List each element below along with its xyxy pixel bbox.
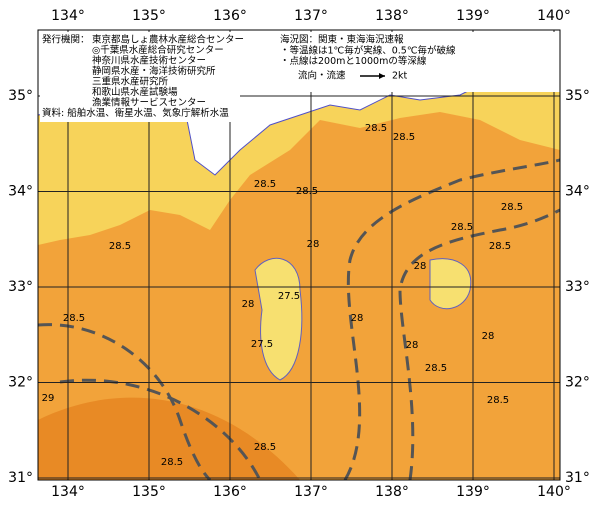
contour-label: 28.5 (296, 186, 318, 197)
lat-label: 31° (8, 470, 33, 486)
contour-label: 28.5 (489, 241, 511, 252)
contour-label: 28.5 (501, 202, 523, 213)
lon-label: 134° (51, 8, 85, 24)
lat-label: 35° (8, 88, 33, 104)
contour-label: 28 (242, 299, 255, 310)
contour-label: 28.5 (365, 123, 387, 134)
lon-label: 135° (132, 484, 166, 500)
legend-arrowhead (379, 73, 385, 79)
publisher: 和歌山県水産試験場 (92, 86, 178, 98)
contour-label: 28 (414, 261, 427, 272)
lon-label: 137° (294, 484, 328, 500)
map-title: 海況図：関東・東海海況速報 (280, 34, 404, 46)
publisher: ◎千葉県水産総合研究センター (92, 44, 224, 56)
contour-label: 28.5 (425, 363, 447, 374)
lon-label: 139° (456, 484, 490, 500)
publisher: 漁業情報サービスセンター (92, 97, 206, 109)
contour-label: 28 (351, 313, 364, 324)
lon-label: 138° (375, 484, 409, 500)
lon-label: 136° (213, 484, 247, 500)
publisher: 神奈川県水産技術センター (92, 55, 206, 67)
contour-label: 28.5 (451, 222, 473, 233)
lat-label: 32° (565, 375, 590, 391)
lat-label: 33° (565, 279, 590, 295)
publisher: 三重県水産研究所 (92, 76, 169, 88)
warm-area (38, 397, 300, 480)
contour-label: 29 (42, 393, 55, 404)
publisher: 静岡県水産・海洋技術研究所 (92, 65, 216, 77)
lon-label: 140° (537, 8, 571, 24)
contour-label: 28 (307, 239, 320, 250)
lon-label: 139° (456, 8, 490, 24)
lat-label: 31° (565, 470, 590, 486)
info-box (275, 32, 560, 92)
info-box (40, 32, 240, 122)
note: ・点線は200mと1000mの等深線 (280, 55, 427, 67)
isotherm (343, 158, 560, 480)
publisher-label: 発行機関： (42, 34, 90, 46)
isotherm (59, 378, 262, 480)
contour-label: 27.5 (278, 291, 300, 302)
note: ・等温線は1℃毎が実線、0.5℃毎が破線 (280, 45, 456, 57)
contour-label: 28.5 (254, 179, 276, 190)
contour-label: 28.5 (393, 132, 415, 143)
contour-label: 28.5 (487, 395, 509, 406)
lon-label: 137° (294, 8, 328, 24)
isotherm (398, 208, 560, 480)
lat-label: 33° (8, 279, 33, 295)
lon-label: 135° (132, 8, 166, 24)
lon-label: 134° (51, 484, 85, 500)
source: 資料: 船舶水温、衛星水温、気象庁解析水温 (42, 107, 229, 119)
lat-label: 32° (8, 375, 33, 391)
contour-label: 28.5 (254, 442, 276, 453)
cool-patch (429, 258, 472, 310)
lat-label: 34° (8, 184, 33, 200)
legend-label: 流向・流速 (298, 70, 346, 82)
map-body (38, 30, 560, 480)
cool-patch (254, 257, 303, 381)
contour-label: 28 (482, 331, 495, 342)
contour-label: 28.5 (63, 313, 85, 324)
contour-label: 28.5 (109, 241, 131, 252)
map-frame (37, 29, 561, 481)
lat-label: 34° (565, 184, 590, 200)
contour-label: 27.5 (251, 339, 273, 350)
lon-label: 140° (537, 484, 571, 500)
contour-label: 28 (406, 340, 419, 351)
legend-unit: 2kt (392, 71, 408, 82)
lon-label: 136° (213, 8, 247, 24)
publisher: 東京都島しょ農林水産総合センター (92, 34, 244, 46)
contour-label: 28.5 (161, 457, 183, 468)
lat-label: 35° (565, 88, 590, 104)
lon-label: 138° (375, 8, 409, 24)
